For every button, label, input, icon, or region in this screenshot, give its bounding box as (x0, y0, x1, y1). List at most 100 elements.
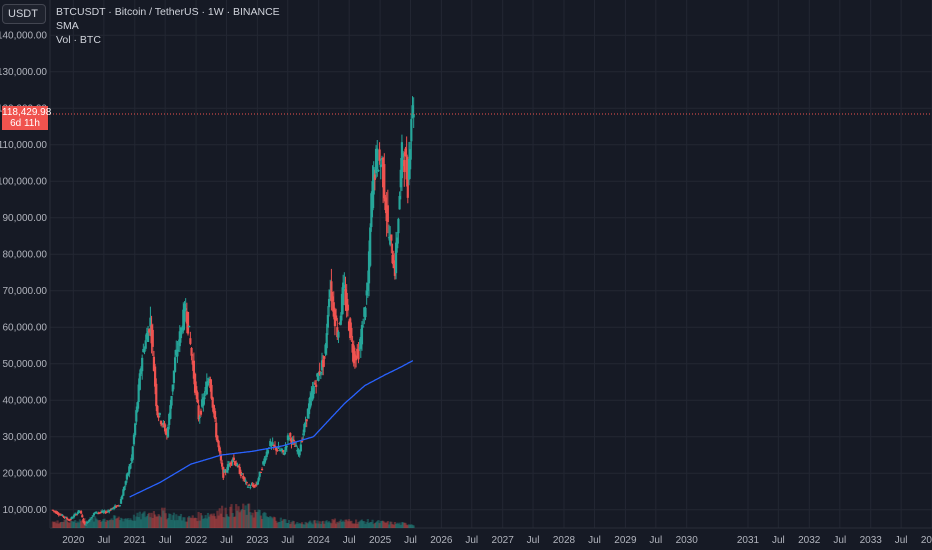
volume-bar (145, 515, 148, 528)
volume-bar (231, 512, 234, 528)
volume-bar (299, 523, 302, 528)
last-price-value: 118,429.98 (2, 106, 52, 118)
y-tick-label: 60,000.00 (3, 323, 48, 334)
y-tick-label: 70,000.00 (3, 286, 48, 297)
candle-body (191, 360, 194, 365)
volume-bar (69, 518, 72, 528)
x-tick-label: Jul (772, 535, 785, 546)
volume-bar (316, 520, 319, 528)
candle-body (232, 457, 235, 461)
volume-bar (345, 519, 348, 528)
x-tick-label: Jul (343, 535, 356, 546)
candle-body (213, 410, 217, 419)
candle-body (270, 443, 273, 445)
candle-body (338, 322, 341, 324)
volume-bar (52, 522, 56, 528)
volume-bar (406, 525, 409, 528)
candle-body (336, 327, 339, 338)
candle-body (409, 149, 412, 170)
volume-bar (265, 516, 268, 528)
volume-bar (62, 522, 65, 528)
volume-bar (131, 520, 134, 528)
volume-bar (251, 512, 254, 528)
candle-body (389, 236, 392, 245)
volume-bar (242, 503, 245, 528)
volume-bar (94, 516, 97, 528)
candle-body (74, 513, 77, 515)
volume-bar (390, 521, 393, 528)
volume-bar (243, 510, 246, 528)
volume-bar (115, 518, 118, 528)
volume-bar (208, 516, 211, 528)
volume-bar (279, 517, 282, 528)
candle-body (58, 514, 62, 516)
y-tick-label: 110,000.00 (0, 140, 47, 151)
grid (50, 0, 932, 528)
volume-bar (132, 514, 136, 528)
volume-bar (155, 516, 158, 528)
y-tick-label: 10,000.00 (3, 505, 48, 516)
volume-bar (144, 517, 147, 528)
volume-bar (96, 519, 99, 528)
candle-body (248, 484, 251, 486)
volume-bar (90, 518, 93, 528)
volume-bar (304, 521, 307, 528)
candle-body (266, 450, 270, 454)
x-tick-label: 2027 (492, 535, 515, 546)
volume-bar (322, 520, 325, 528)
volume-bar (287, 520, 291, 528)
candle-body (211, 397, 214, 408)
candle-body (252, 485, 255, 488)
candle-body (313, 383, 317, 385)
volume-bar (359, 520, 362, 528)
candle-body (183, 303, 186, 322)
candle-body (122, 489, 125, 496)
candle-body (410, 119, 413, 142)
indicator-volume-label[interactable]: Vol · BTC (56, 34, 101, 46)
volume-bar (283, 518, 286, 528)
volume-bar (233, 516, 237, 528)
candle-body (307, 403, 311, 415)
volume-bar (376, 521, 379, 528)
volume-bar (135, 516, 138, 528)
candle-body (98, 512, 101, 514)
candle-body (188, 325, 191, 328)
candle-body (367, 251, 371, 284)
volume-bar (172, 512, 176, 528)
volume-bar (126, 518, 130, 528)
volume-bar (352, 523, 355, 528)
x-tick-label: 2029 (614, 535, 637, 546)
volume-bar (109, 519, 112, 528)
candle-body (117, 505, 120, 507)
candle-body (371, 181, 374, 211)
volume-bar (189, 517, 192, 528)
volume-bar (340, 521, 344, 528)
volume-bar (173, 520, 177, 528)
volume-bar (175, 514, 178, 528)
candle-body (335, 315, 338, 321)
currency-button[interactable]: USDT (2, 4, 46, 24)
candle-body (329, 289, 332, 298)
symbol-title[interactable]: BTCUSDT · Bitcoin / TetherUS · 1W · BINA… (56, 6, 280, 18)
indicator-sma-label[interactable]: SMA (56, 20, 79, 32)
candle-body (155, 383, 158, 407)
volume-bar (162, 510, 165, 528)
volume-bar (193, 517, 197, 528)
candle-body (317, 372, 320, 381)
candle-body (108, 510, 111, 512)
candle-body (115, 506, 118, 508)
sma-layer (129, 360, 414, 498)
candle-body (206, 381, 210, 386)
candle-body (312, 385, 315, 395)
volume-bar (377, 520, 380, 528)
candle-body (144, 340, 147, 349)
candle-body (359, 336, 362, 349)
volume-bar (366, 519, 369, 528)
volume-bar (398, 522, 401, 528)
volume-bar (72, 521, 76, 528)
volume-bar (393, 521, 396, 528)
candle-body (346, 304, 349, 311)
volume-bar (123, 518, 126, 528)
volume-bar (211, 515, 214, 528)
